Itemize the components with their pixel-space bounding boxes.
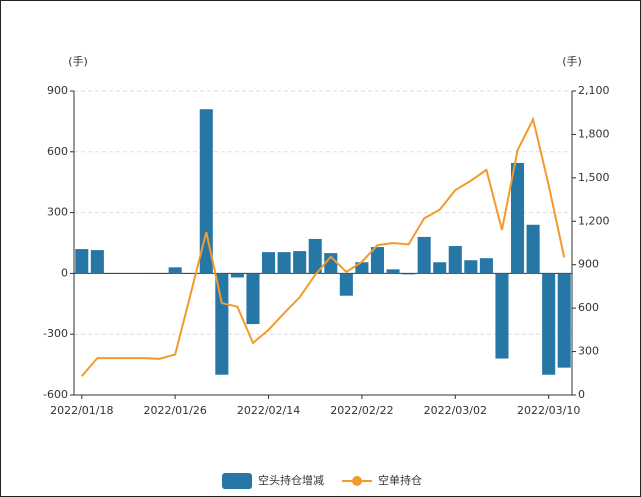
x-tick-label: 2022/01/18 xyxy=(50,404,113,417)
bar xyxy=(479,258,493,274)
bar xyxy=(402,273,416,275)
y-tick-label: 0 xyxy=(61,266,68,279)
bar xyxy=(370,247,385,274)
y2-tick-label: 0 xyxy=(578,388,585,401)
bar xyxy=(495,273,509,359)
bar xyxy=(542,273,556,375)
bar xyxy=(168,267,182,274)
bar xyxy=(261,252,276,274)
bar xyxy=(339,273,353,296)
y-tick-label: 900 xyxy=(47,84,68,97)
x-tick-label: 2022/03/02 xyxy=(424,404,487,417)
legend-swatch xyxy=(222,473,252,489)
y2-tick-label: 1,800 xyxy=(578,127,610,140)
y-tick-label: 300 xyxy=(47,206,68,219)
bar xyxy=(417,236,431,274)
y2-tick-label: 900 xyxy=(578,258,599,271)
bar xyxy=(246,273,260,325)
legend-label: 空头持仓增减 xyxy=(258,473,324,487)
bar xyxy=(464,260,478,274)
y2-tick-label: 1,500 xyxy=(578,171,610,184)
legend-label: 空单持仓 xyxy=(378,473,422,487)
bar xyxy=(386,269,400,274)
x-tick-label: 2022/03/10 xyxy=(517,404,580,417)
bar xyxy=(510,162,525,274)
y2-tick-label: 1,200 xyxy=(578,214,610,227)
y-tick-label: 600 xyxy=(47,145,68,158)
x-tick-label: 2022/02/22 xyxy=(330,404,393,417)
bar xyxy=(526,224,540,274)
bar xyxy=(355,262,369,274)
bar xyxy=(293,251,307,274)
bar xyxy=(277,252,291,274)
y2-unit: (手) xyxy=(562,54,582,68)
bar xyxy=(199,109,213,274)
y-tick-label: -300 xyxy=(43,327,68,340)
y2-tick-label: 600 xyxy=(578,301,599,314)
bar xyxy=(433,262,447,274)
bar xyxy=(557,273,571,368)
line xyxy=(81,116,566,377)
y2-tick-label: 300 xyxy=(578,345,599,358)
bar xyxy=(215,273,229,375)
y2-tick-label: 2,100 xyxy=(578,84,610,97)
bar xyxy=(448,246,462,274)
bar xyxy=(75,249,89,274)
bar xyxy=(90,250,104,274)
bar xyxy=(324,253,338,274)
bar xyxy=(230,273,244,278)
legend-swatch xyxy=(352,476,362,486)
bar xyxy=(308,238,322,274)
y-tick-label: -600 xyxy=(43,388,68,401)
y-unit: (手) xyxy=(68,54,88,68)
x-tick-label: 2022/01/26 xyxy=(143,404,206,417)
x-tick-label: 2022/02/14 xyxy=(237,404,300,417)
